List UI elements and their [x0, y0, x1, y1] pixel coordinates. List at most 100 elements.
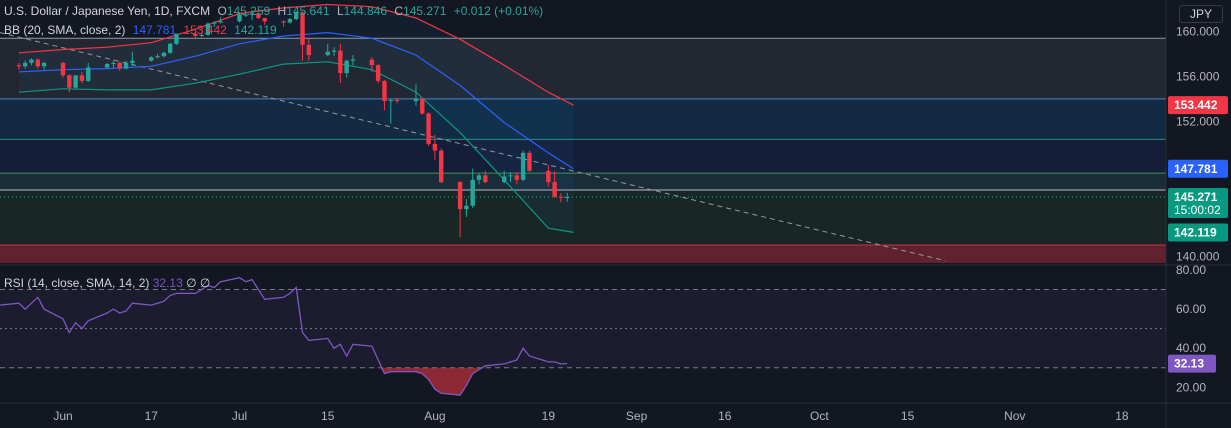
candle-body — [41, 62, 47, 67]
rsi-tick-label: 80.00 — [1176, 263, 1206, 277]
open-label: O — [217, 4, 227, 18]
candle-body — [256, 13, 261, 18]
candle-body — [104, 64, 110, 68]
candle-body — [193, 33, 198, 36]
candle-body — [558, 196, 564, 198]
rsi-value-label: 32.13 — [1174, 357, 1204, 371]
close-label: C — [394, 4, 404, 18]
candle — [438, 148, 444, 184]
candle — [426, 112, 431, 147]
time-tick-label: 18 — [1115, 409, 1129, 423]
candle — [123, 60, 129, 70]
candle — [262, 17, 267, 25]
price-label-box — [1168, 159, 1228, 178]
rsi-extra-2: ∅ — [199, 276, 211, 290]
candle — [117, 61, 122, 71]
candle-body — [249, 13, 255, 15]
rsi-axis[interactable]: 20.00 40.00 60.00 80.00 32.13 — [1168, 263, 1216, 394]
candle — [483, 170, 488, 184]
bb-label[interactable]: BB (20, SMA, close, 2) — [4, 23, 126, 37]
candle — [35, 58, 41, 69]
candle-body — [338, 50, 343, 74]
candle-body — [86, 67, 91, 81]
candles-layer — [16, 10, 570, 238]
candle-body — [382, 80, 387, 102]
candle-body — [306, 44, 312, 56]
candle-body — [23, 62, 28, 67]
candle-body — [16, 65, 22, 67]
rsi-legend[interactable]: RSI (14, close, SMA, 14, 2) 32.13 ∅ ∅ — [4, 276, 210, 290]
candle-body — [476, 175, 482, 180]
candle-body — [457, 182, 463, 210]
bb-legend[interactable]: BB (20, SMA, close, 2) 147.781 153.442 1… — [4, 23, 281, 37]
candle — [464, 198, 469, 217]
candle — [29, 58, 34, 66]
candle — [546, 165, 551, 187]
candle-body — [325, 51, 330, 56]
candle — [130, 51, 135, 67]
main-pane-background — [0, 0, 1166, 263]
candle-body — [520, 152, 526, 180]
candle-body — [388, 100, 393, 102]
bb-lower-value: 142.119 — [234, 23, 277, 37]
time-tick-label: Nov — [1004, 409, 1025, 423]
price-label-countdown: 15:00:02 — [1174, 203, 1221, 217]
high-label: H — [277, 4, 287, 18]
candle — [205, 22, 211, 36]
candle — [86, 62, 91, 83]
candle-body — [287, 19, 293, 23]
candle — [338, 43, 343, 84]
candle-body — [300, 12, 305, 45]
symbol-title[interactable]: U.S. Dollar / Japanese Yen, 1D, FXCM — [4, 4, 211, 18]
rsi-tick-label: 40.00 — [1176, 341, 1206, 355]
candle-body — [237, 14, 242, 22]
low-label: L — [336, 4, 344, 18]
bb-lower-line — [18, 61, 574, 233]
rsi-tick-label: 60.00 — [1176, 302, 1206, 316]
time-axis[interactable]: Jun 17 Jul 15 Aug 19 Sep 16 Oct 15 Nov 18 — [53, 409, 1129, 423]
candle — [167, 42, 173, 54]
candle-body — [149, 57, 154, 61]
candle — [199, 32, 204, 38]
candle — [243, 11, 249, 17]
open-value: 145.259 — [226, 4, 271, 18]
price-axis[interactable]: 140.000 152.000 156.000 160.000 — [1176, 24, 1220, 263]
bb-fill — [18, 4, 574, 233]
candle — [155, 53, 160, 59]
candle — [558, 193, 564, 203]
candle — [237, 12, 242, 23]
rsi-line — [0, 277, 568, 396]
price-label-text: 142.119 — [1174, 225, 1217, 239]
price-tick-label: 140.000 — [1176, 249, 1220, 263]
time-tick-label: 15 — [901, 409, 915, 423]
candle — [514, 171, 520, 185]
time-tick-label: 16 — [718, 409, 732, 423]
time-tick-label: 17 — [145, 409, 159, 423]
symbol-legend[interactable]: U.S. Dollar / Japanese Yen, 1D, FXCM O14… — [4, 4, 547, 18]
candle-body — [111, 62, 116, 65]
rsi-label[interactable]: RSI (14, close, SMA, 14, 2) — [4, 276, 150, 290]
candle-body — [514, 175, 520, 180]
currency-button[interactable]: JPY — [1179, 5, 1223, 23]
candle-body — [502, 176, 507, 183]
candle — [281, 20, 286, 27]
candle — [300, 11, 305, 61]
candle-body — [432, 143, 438, 151]
zone-4 — [0, 245, 1166, 263]
candle-body — [199, 34, 204, 36]
candle-body — [565, 197, 570, 199]
time-tick-label: 15 — [321, 409, 335, 423]
time-tick-label: Oct — [810, 409, 829, 423]
price-label-text: 147.781 — [1174, 162, 1218, 176]
candle-body — [67, 75, 72, 88]
candle — [161, 51, 167, 58]
candle — [457, 180, 463, 238]
candle — [502, 170, 507, 184]
candle — [193, 32, 198, 39]
zone-2 — [0, 98, 1166, 140]
rsi-value-box — [1168, 354, 1216, 373]
candle — [60, 61, 66, 78]
candle-body — [73, 75, 78, 88]
